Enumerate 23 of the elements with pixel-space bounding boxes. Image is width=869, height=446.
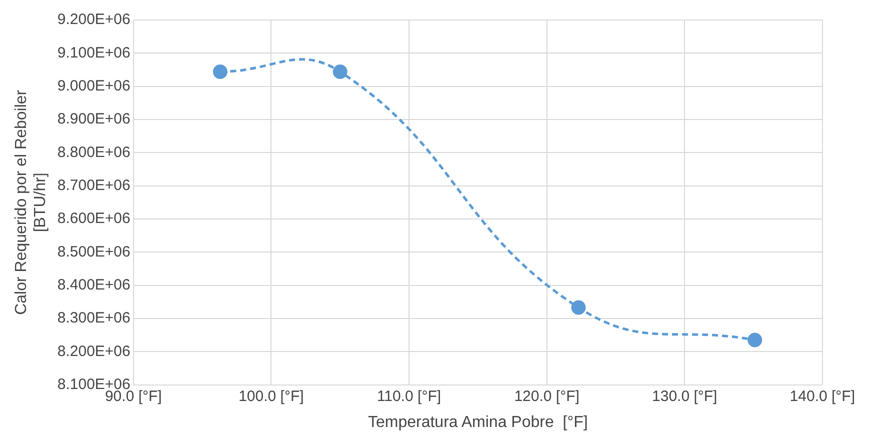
point [332,64,348,79]
y-tick-label: 9.000E+06 [57,77,130,94]
x-tick-label: 100.0 [°F] [238,388,304,405]
y-tick-label: 9.100E+06 [57,44,130,62]
y-tick-label: 8.600E+06 [57,210,130,228]
x-tick-label: 120.0 [°F] [514,388,580,405]
y-tick-label: 8.300E+06 [57,310,130,327]
point [212,64,228,79]
y-axis-title: Calor Requerido por el Reboiler [BTU/hr] [13,89,50,315]
y-tick-label: 8.800E+06 [57,144,130,161]
x-tick-label: 110.0 [°F] [376,388,442,405]
y-tick-label: 9.200E+06 [57,11,130,28]
y-tick-label: 8.900E+06 [57,110,130,128]
x-axis-title: Temperatura Amina Pobre [°F] [368,414,588,431]
y-tick-label: 8.400E+06 [57,276,130,294]
point [571,300,586,315]
y-tick-label: 8.200E+06 [57,342,130,360]
x-tick-label: 130.0 [°F] [652,388,718,405]
x-tick-label: 140.0 [°F] [790,388,855,405]
x-tick-label: 90.0 [°F] [104,388,162,405]
y-tick-label: 8.700E+06 [57,176,130,194]
point [748,332,762,348]
y-tick-label: 8.500E+06 [57,243,130,260]
